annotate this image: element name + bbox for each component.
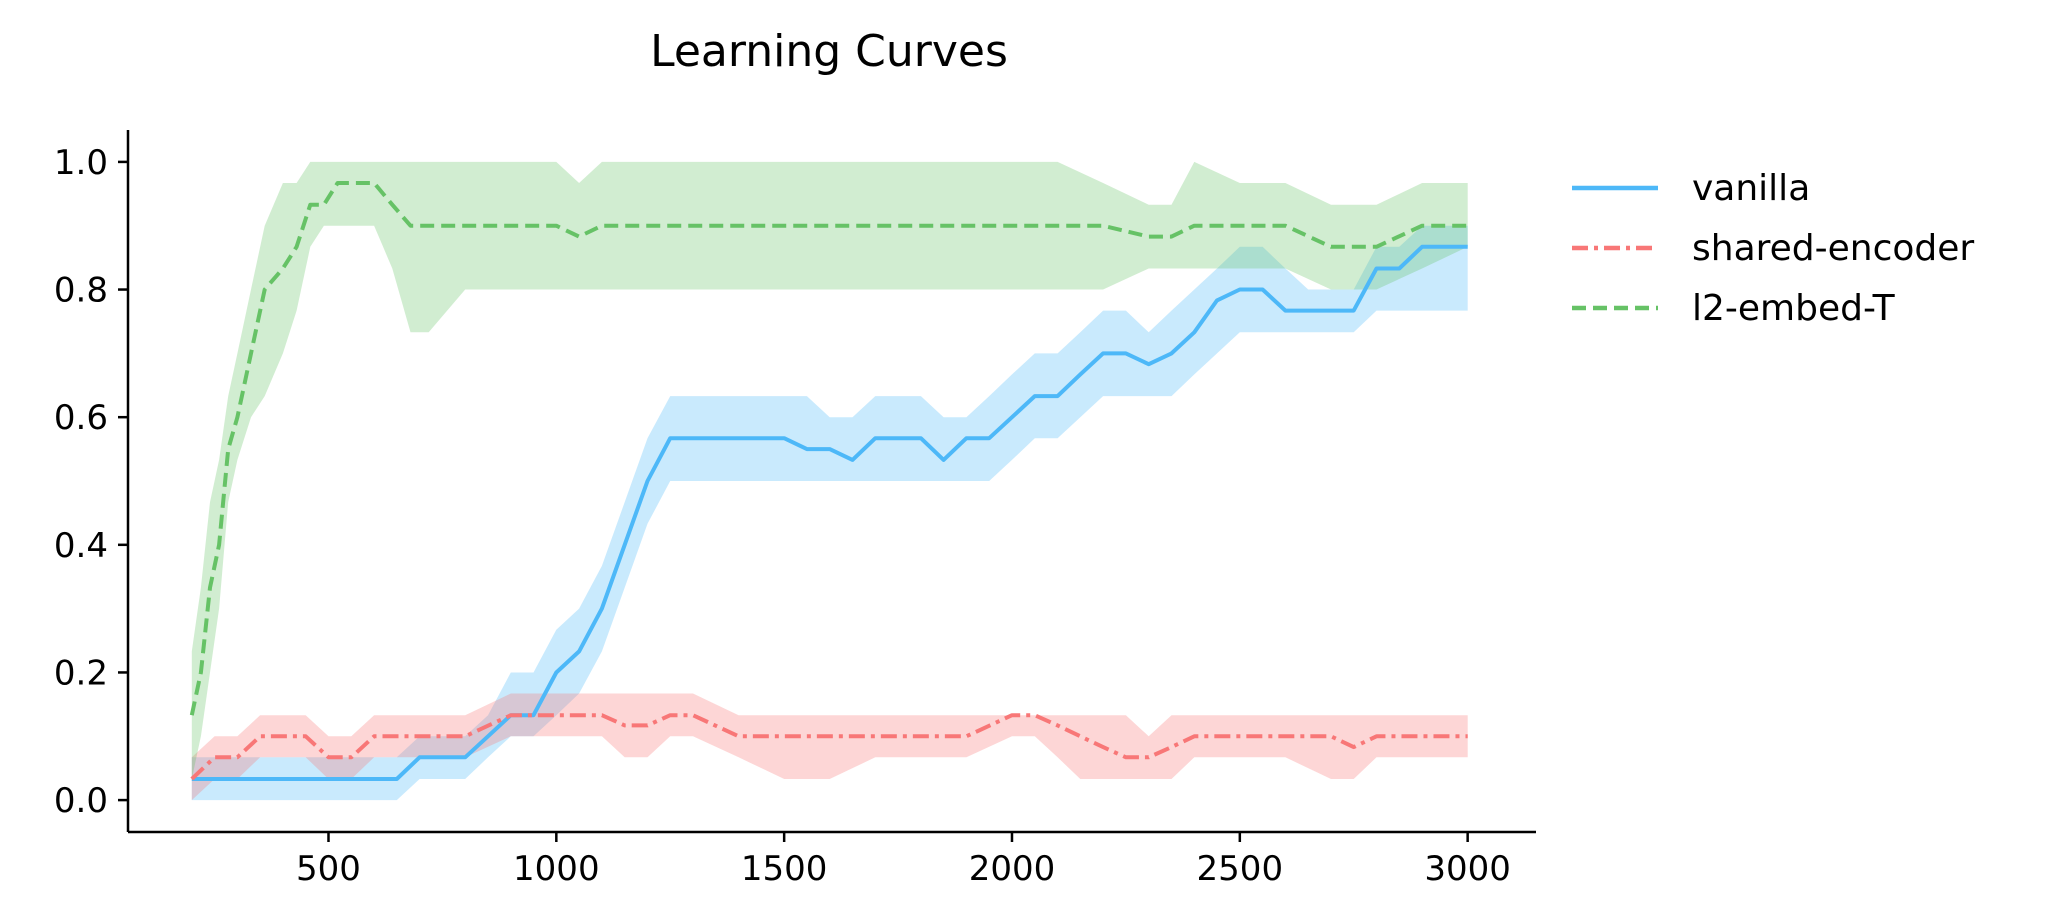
confidence-bands (191, 161, 1468, 801)
line-shared-encoder (190, 713, 1468, 781)
band-shared-encoder (191, 693, 1468, 801)
series-lines (189, 181, 1468, 781)
legend-label-shared-encoder: shared-encoder (1692, 228, 1974, 269)
y-tick-label: 1.0 (54, 143, 108, 183)
x-tick-label: 1000 (513, 849, 600, 889)
y-tick-label: 0.6 (54, 398, 108, 438)
x-tick-label: 1500 (741, 849, 828, 889)
legend-label-l2-embed-T: l2-embed-T (1692, 288, 1896, 329)
y-tick-label: 0.8 (54, 271, 108, 311)
legend-label-vanilla: vanilla (1692, 168, 1810, 209)
legend: vanilla shared-encoder l2-embed-T (1572, 168, 1974, 329)
y-tick-label: 0.2 (54, 653, 108, 693)
y-tick-label: 0.4 (54, 526, 108, 566)
axes: 500 1000 1500 2000 2500 3000 0.0 0.2 0.4 0.6 0.8 1.… (54, 130, 1536, 889)
y-tick-label: 0.0 (54, 781, 108, 821)
band-vanilla (191, 225, 1468, 801)
x-tick-label: 2000 (969, 849, 1056, 889)
line-vanilla (191, 244, 1468, 781)
x-tick-label: 2500 (1197, 849, 1284, 889)
band-l2-embed-T (191, 161, 1468, 779)
x-tick-label: 3000 (1424, 849, 1511, 889)
x-tick-label: 500 (296, 849, 361, 889)
line-l2-embed-T (189, 181, 1468, 716)
chart-title: Learning Curves (650, 26, 1008, 77)
